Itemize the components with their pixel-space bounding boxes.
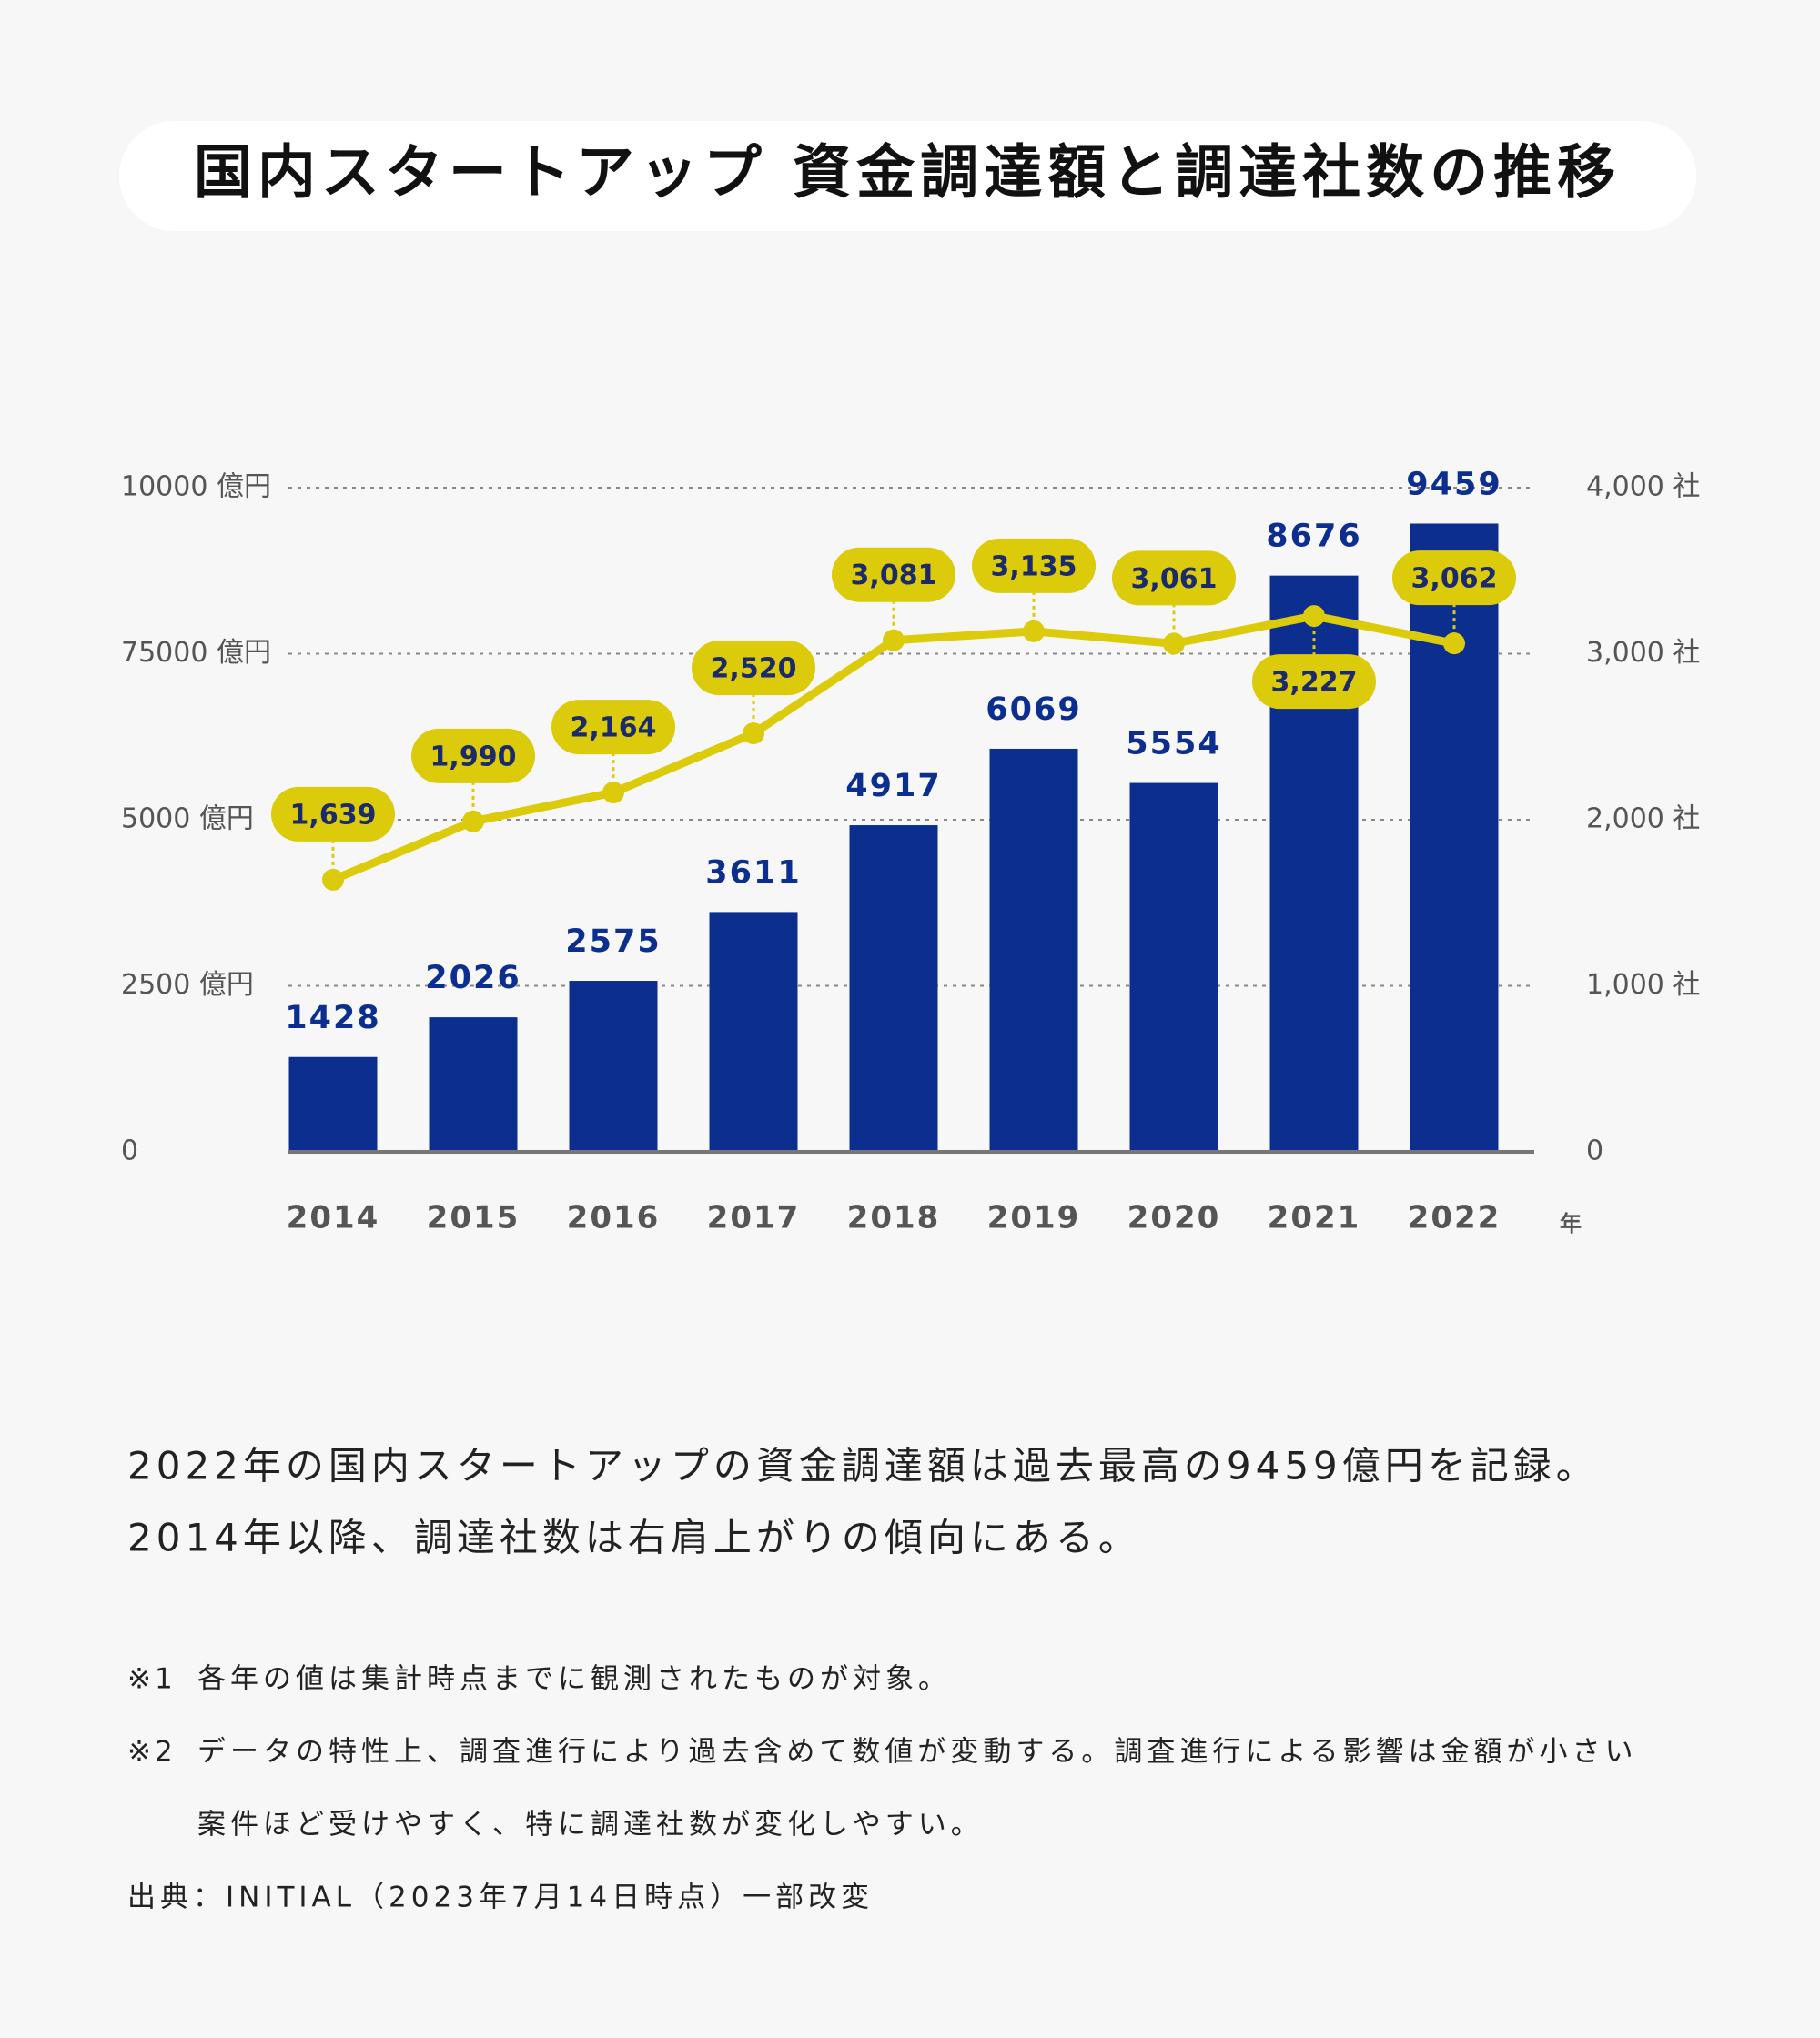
line-value-label: 3,061 [1131, 563, 1218, 595]
bar-value-label: 3611 [705, 854, 801, 891]
value-label-pill [972, 538, 1096, 593]
bar [989, 748, 1078, 1152]
line-point [462, 810, 484, 832]
note-mark: ※1 [127, 1663, 177, 1696]
bar-value-label: 2026 [425, 960, 521, 996]
bar-value-label: 2575 [565, 923, 661, 960]
y-tick-label: 0 [121, 1135, 138, 1167]
y-tick-label: 5000 億円 [121, 803, 254, 835]
value-label-pill [832, 547, 956, 602]
value-label-pill [551, 700, 675, 755]
note-text: 案件ほど受けやすく、特に調達社数が変化しやすい。 [197, 1809, 984, 1841]
bar [288, 1056, 378, 1152]
y-tick-label: 2500 億円 [121, 969, 254, 1001]
bar-value-label: 8676 [1266, 519, 1361, 555]
x-tick-label: 2016 [567, 1200, 661, 1236]
x-tick-label: 2021 [1268, 1200, 1361, 1236]
line-point [883, 629, 905, 651]
line-point [1023, 620, 1045, 642]
line-value-label: 3,081 [851, 560, 937, 591]
title-pill [119, 121, 1696, 231]
value-label-pill [1392, 550, 1516, 606]
x-tick-label: 2022 [1408, 1200, 1502, 1236]
x-unit: 年 [1560, 1211, 1582, 1236]
bar [709, 912, 798, 1152]
bar [849, 825, 938, 1152]
bar [1410, 523, 1499, 1152]
line-point [743, 722, 764, 745]
note-mark: ※2 [127, 1736, 177, 1769]
y2-tick-label: 4,000 社 [1586, 471, 1700, 503]
value-label-pill [1252, 654, 1376, 710]
value-label-pill [271, 786, 395, 842]
line-point [1443, 632, 1465, 655]
x-tick-label: 2017 [707, 1200, 801, 1236]
line-value-label: 2,520 [711, 653, 797, 685]
bar [569, 981, 658, 1152]
value-label-pill [1112, 550, 1236, 606]
line-value-label: 3,062 [1411, 563, 1498, 595]
source: 出典：INITIAL（2023年7月14日時点）一部改変 [127, 1882, 874, 1914]
line-value-label: 3,135 [991, 550, 1077, 582]
line-point [602, 782, 624, 804]
bar [1129, 782, 1218, 1152]
x-tick-label: 2015 [427, 1200, 521, 1236]
bar-value-label: 6069 [986, 691, 1081, 728]
line-point [1163, 632, 1185, 655]
line-value-label: 3,227 [1271, 667, 1358, 699]
bar [429, 1017, 518, 1152]
line-value-label: 2,164 [571, 712, 657, 744]
bar-value-label: 4917 [845, 768, 941, 804]
x-tick-label: 2018 [847, 1200, 941, 1236]
x-tick-label: 2020 [1127, 1200, 1221, 1236]
y-tick-label: 75000 億円 [121, 637, 271, 669]
line-value-label: 1,990 [430, 741, 517, 772]
x-tick-label: 2014 [287, 1200, 380, 1236]
value-label-pill [692, 641, 815, 696]
bar-value-label: 5554 [1126, 726, 1221, 762]
y2-tick-label: 0 [1586, 1135, 1603, 1167]
description: 2022年の国内スタートアップの資金調達額は過去最高の9459億円を記録。 [127, 1444, 1599, 1488]
line-point [322, 868, 344, 891]
bar-value-label: 9459 [1406, 466, 1502, 502]
y2-tick-label: 3,000 社 [1586, 637, 1700, 669]
note-text: 各年の値は集計時点までに観測されたものが対象。 [197, 1663, 951, 1696]
y2-tick-label: 2,000 社 [1586, 803, 1700, 835]
bar-value-label: 1428 [285, 1000, 380, 1036]
note-text: データの特性上、調査進行により過去含めて数値が変動する。調査進行による影響は金額… [197, 1736, 1637, 1769]
y-tick-label: 10000 億円 [121, 471, 271, 503]
y2-tick-label: 1,000 社 [1586, 969, 1700, 1001]
chart-title: 国内スタートアップ 資金調達額と調達社数の推移 [194, 140, 1621, 207]
description: 2014年以降、調達社数は右肩上がりの傾向にある。 [127, 1516, 1141, 1560]
line-point [1303, 605, 1325, 628]
x-tick-label: 2019 [987, 1200, 1081, 1236]
line-value-label: 1,639 [290, 799, 377, 831]
value-label-pill [411, 728, 535, 783]
